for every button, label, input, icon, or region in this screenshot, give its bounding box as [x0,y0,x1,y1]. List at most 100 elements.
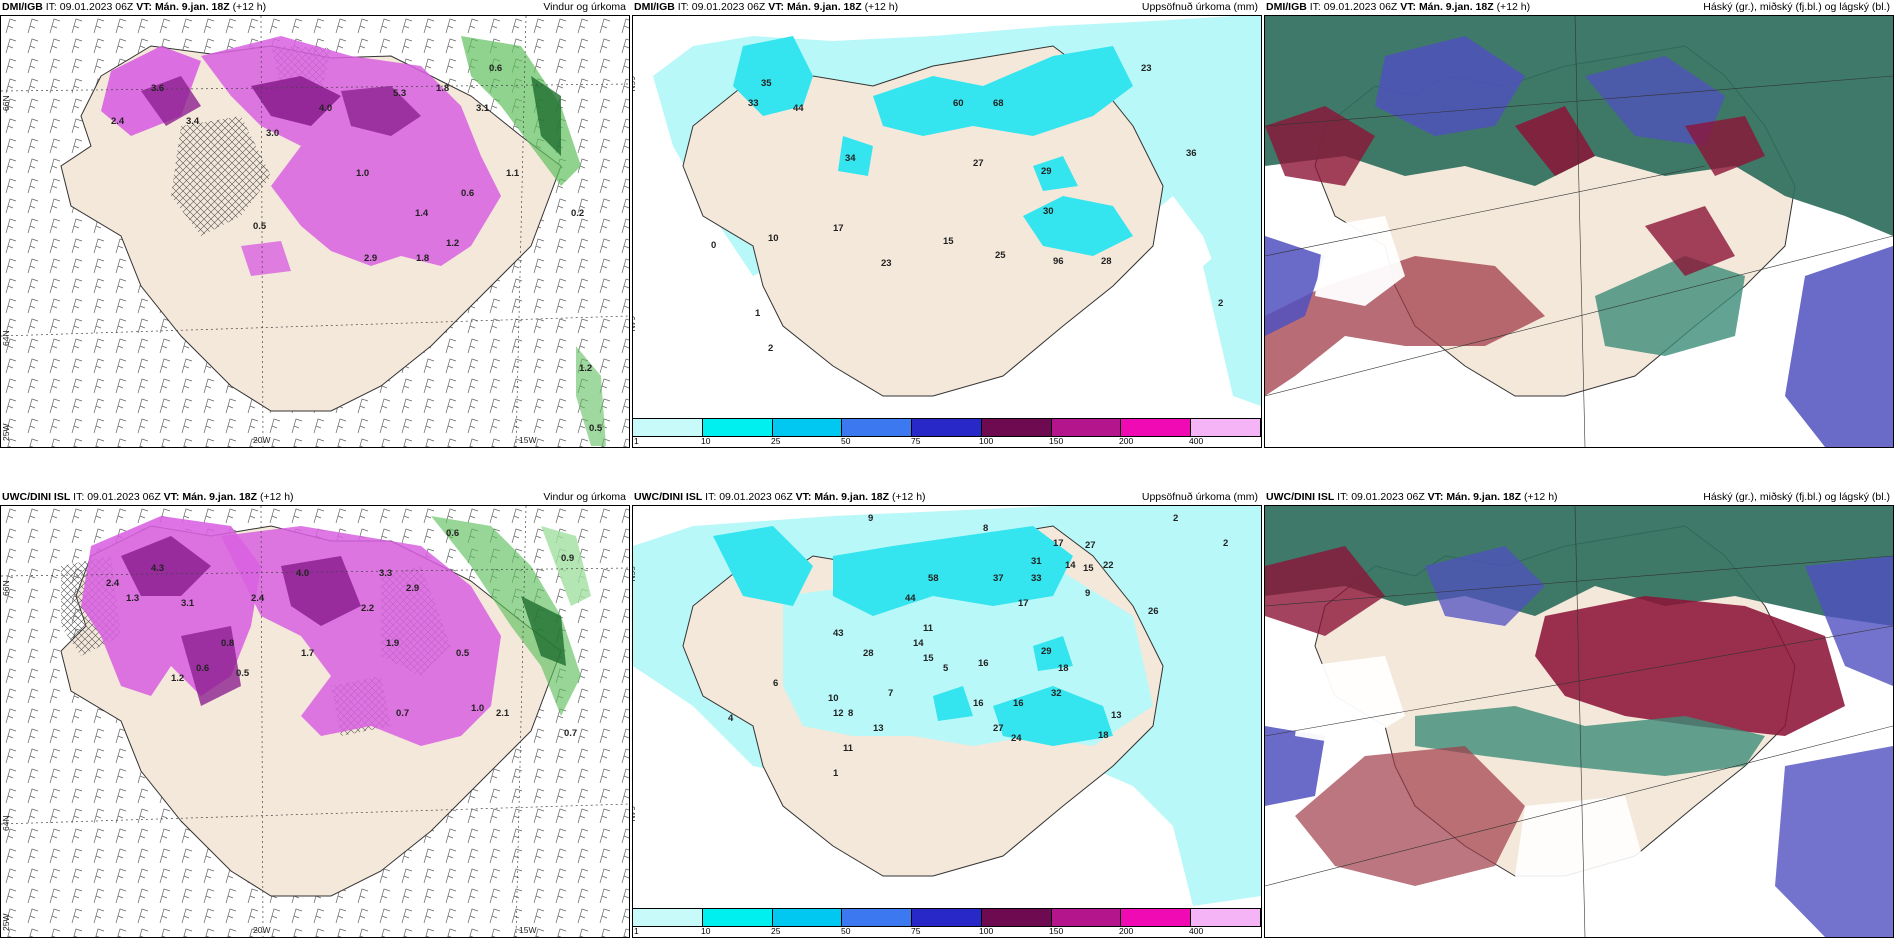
lead-time: (+12 h) [1496,1,1531,13]
lat-label-66n: 66N [633,566,637,582]
mid-cloud [1425,546,1545,626]
precip-value: 2.9 [364,253,377,264]
precip-value: 1.3 [126,593,139,604]
colorbar-label: 75 [911,436,921,446]
precip-value: 96 [1053,256,1064,267]
mid-cloud [1775,746,1893,937]
precip-value: 10 [828,693,839,704]
precip-value: 16 [973,698,984,709]
precip-value: 1.0 [471,703,484,714]
map-frame[interactable] [1264,505,1894,938]
panel-dmi-clouds: DMI/IGB IT: 09.01.2023 06Z VT: Mán. 9.ja… [1264,0,1894,448]
model-name: UWC/DINI ISL [1266,491,1335,503]
precip-value: 15 [943,236,954,247]
lon-label-15w: 15W [519,925,536,935]
precip-value: 3.1 [476,103,490,114]
precip-value: 0 [711,240,716,251]
precip-value: 3.1 [181,598,195,609]
panel-title: Háský (gr.), miðský (fj.bl.) og lágský (… [1703,491,1890,503]
clear-sky [1315,216,1405,306]
cloud-map [1265,16,1893,447]
gridline-15w [515,16,527,447]
precip-value: 11 [843,743,854,754]
precip-area-dark [121,536,211,596]
precip-green [461,36,581,186]
precip-value: 28 [863,648,874,659]
colorbar-label: 1 [634,926,639,936]
model-name: DMI/IGB [2,1,43,13]
precip-value: 8 [983,523,988,534]
panel-header: DMI/IGB IT: 09.01.2023 06Z VT: Mán. 9.ja… [1266,1,1890,13]
precip-value: 1.0 [356,168,369,179]
precip-value: 4 [728,713,734,724]
precip-area-dark [341,86,421,136]
precip-value: 18 [1098,730,1109,741]
precip-green [531,76,561,156]
map-frame[interactable]: 35 33 44 34 60 68 27 29 30 23 17 10 0 15… [632,15,1262,448]
colorbar-label: 150 [1049,926,1064,936]
precip-value: 4.3 [151,563,164,574]
precip-area-dark [141,76,201,126]
panel-title: Uppsöfnuð úrkoma (mm) [1141,1,1258,13]
precip-value: 2 [1218,298,1223,309]
map-frame[interactable]: 2.4 4.3 1.3 3.1 2.4 4.0 3.3 2.9 1.9 2.2 … [0,505,630,938]
map-frame[interactable]: 9 8 2 2 17 27 14 15 22 31 33 37 58 44 9 … [632,505,1262,938]
precip-value: 68 [993,98,1004,109]
lat-label-64n: 64N [633,806,637,822]
colorbar-cell [633,909,703,926]
colorbar-cells [633,418,1261,437]
precip-value: 44 [793,103,804,114]
panel-uwc-wind-precip: UWC/DINI ISL IT: 09.01.2023 06Z VT: Mán.… [0,490,630,938]
wind-precip-map: 2.4 4.3 1.3 3.1 2.4 4.0 3.3 2.9 1.9 2.2 … [1,506,629,937]
panel-header: DMI/IGB IT: 09.01.2023 06Z VT: Mán. 9.ja… [2,1,626,13]
lead-time: (+12 h) [259,491,294,503]
panel-uwc-accum-precip: UWC/DINI ISL IT: 09.01.2023 06Z VT: Mán.… [632,490,1262,938]
low-cloud [1295,746,1525,886]
map-frame[interactable] [1264,15,1894,448]
precip-value: 2.4 [106,578,120,589]
precip-value: 1 [833,768,839,779]
precip-value: 4.0 [319,103,332,114]
precip-cyan [838,136,873,176]
precip-value: 32 [1051,688,1062,699]
mid-cloud [1785,246,1893,447]
precip-value: 30 [1043,206,1054,217]
precip-value: 44 [905,593,916,604]
lat-label-64n: 64N [633,316,637,332]
init-time: 09.01.2023 06Z [59,1,134,13]
valid-time: Mán. 9.jan. 18Z [786,1,862,13]
precip-value: 0.6 [489,63,502,74]
colorbar-label: 50 [841,436,851,446]
precip-value: 13 [1111,710,1122,721]
precip-value: 10 [768,233,779,244]
panel-dmi-accum-precip: DMI/IGB IT: 09.01.2023 06Z VT: Mán. 9.ja… [632,0,1262,448]
precip-area-dark [281,556,361,626]
precip-value: 0.7 [564,728,577,739]
map-frame[interactable]: 3.6 3.4 2.4 3.0 4.0 5.3 1.8 3.1 0.6 1.0 … [0,15,630,448]
precip-value: 2.2 [361,603,374,614]
colorbar-label: 200 [1119,436,1134,446]
colorbar-label: 400 [1189,436,1204,446]
colorbar-cell [633,419,703,436]
lon-label-25w: 25W [1,914,11,931]
precip-value: 16 [1013,698,1024,709]
precip-value: 5 [943,663,949,674]
precip-value: 3.3 [379,568,392,579]
lat-label-66n: 66N [1,95,11,111]
valid-time: Mán. 9.jan. 18Z [154,1,230,13]
colorbar-cell [1051,419,1122,436]
precip-value: 3.0 [266,128,279,139]
precip-area-dark [251,76,341,126]
precip-value: 0.5 [456,648,470,659]
colorbar-label: 100 [979,926,994,936]
precip-value: 1.2 [171,673,184,684]
precip-value: 1.4 [415,208,429,219]
precip-value: 0.6 [446,528,459,539]
precip-green [541,526,591,606]
panel-header: UWC/DINI ISL IT: 09.01.2023 06Z VT: Mán.… [2,491,626,503]
gridline [1265,165,1706,257]
precip-value: 26 [1148,606,1159,617]
colorbar-cells [633,908,1261,927]
precip-value: 23 [881,258,892,269]
precip-value: 1.8 [436,83,449,94]
